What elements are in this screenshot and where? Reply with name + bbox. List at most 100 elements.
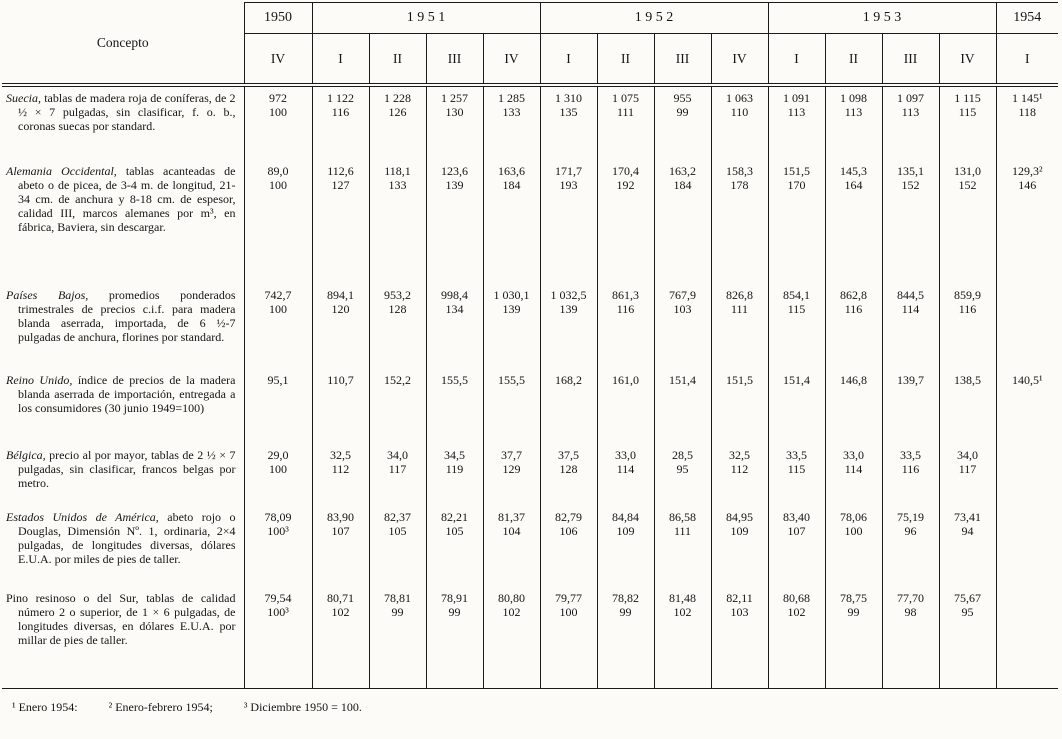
index-value: 116 [616,301,635,316]
price-value: 33,5 [786,447,807,462]
value-cell: 28,5 95 [653,443,711,506]
index-value: 119 [445,461,464,476]
table-row: Bélgica, precio al por mayor, tablas de … [2,443,1058,506]
value-cell: 29,0 100 [243,443,312,506]
table-body: Suecia, tablas de madera roja de conífer… [2,86,1058,689]
price-value: 78,06 [840,509,867,524]
index-value: 102 [673,604,692,619]
price-value: 140,5¹ [1011,372,1043,387]
price-value: 80,80 [498,590,525,605]
price-value: 84,95 [726,509,753,524]
price-value: 34,0 [957,447,978,462]
price-value: 32,5 [729,447,750,462]
index-value: 100 [559,604,578,619]
index-value: 113 [901,105,920,119]
value-cell: 77,70 98 [881,586,939,689]
price-value: 1 030,1 [493,287,530,302]
quarter-header: IV [243,33,312,84]
value-cell: 123,6 139 [425,159,483,284]
index-value: 114 [844,461,863,476]
price-value: 28,5 [672,447,693,462]
value-cell: 1 115 115 [938,86,996,160]
year-header-1952: 1 9 5 2 [539,2,768,34]
index-value: 152 [901,177,920,192]
footnote-1: ¹ Enero 1954: [12,700,78,714]
price-value: 75,67 [954,590,981,605]
value-cell: 955 99 [653,86,711,160]
price-value: 135,1 [897,163,924,178]
row-concept: Bélgica, precio al por mayor, tablas de … [2,443,245,506]
value-cell: 859,9 116 [938,283,996,369]
value-cell: 155,5 [482,368,540,444]
index-value: 111 [616,105,635,119]
header-double-rule [2,83,1058,87]
price-value: 123,6 [441,163,468,178]
price-value: 83,40 [783,509,810,524]
value-cell: 83,90 107 [311,505,369,587]
price-value: 129,3² [1011,163,1043,178]
price-value: 83,90 [327,509,354,524]
price-value: 998,4 [441,287,468,302]
index-value: 107 [331,523,350,538]
price-value: 155,5 [441,372,468,387]
index-value: 100 [269,301,287,316]
value-cell: 83,40 107 [767,505,825,587]
index-value: 99 [391,604,404,619]
value-cell: 998,4 134 [425,283,483,369]
price-value: 82,21 [441,509,468,524]
index-value: 103 [730,604,749,619]
quarter-header: IV [482,33,540,84]
price-value: 81,48 [669,590,696,605]
quarter-header: IV [710,33,768,84]
index-value: 102 [502,604,521,619]
index-value: 100 [269,177,287,192]
price-value: 79,54 [264,590,292,605]
price-value: 33,0 [843,447,864,462]
value-cell: 129,3² 146 [995,159,1058,284]
value-cell: 79,54 100³ [243,586,312,689]
index-value: 100³ [267,523,289,538]
index-value: 127 [331,177,350,192]
value-cell: 73,41 94 [938,505,996,587]
value-cell: 168,2 [539,368,597,444]
price-value: 80,68 [783,590,810,605]
price-value: 32,5 [330,447,351,462]
index-value: 103 [673,301,692,316]
value-cell: 894,1 120 [311,283,369,369]
price-value: 37,7 [501,447,522,462]
price-value: 1 091 [783,91,810,105]
index-value: 120 [331,301,350,316]
quarter-header-row: IV I II III IV I II III IV I II III IV I [2,33,1058,84]
index-value: 126 [388,105,407,119]
index-value: 152 [958,177,977,192]
index-value: 96 [904,523,917,538]
value-cell: 81,37 104 [482,505,540,587]
year-header-1953: 1 9 5 3 [767,2,996,34]
price-value: 861,3 [612,287,639,302]
index-value: 116 [958,301,977,316]
price-value: 767,9 [669,287,696,302]
value-cell: 34,0 117 [368,443,426,506]
quarter-header: III [881,33,939,84]
value-cell: 953,2 128 [368,283,426,369]
price-value: 29,0 [267,447,289,462]
index-value: 112 [331,461,350,476]
value-cell: 86,58 111 [653,505,711,587]
index-value: 106 [559,523,578,538]
price-value: 78,81 [384,590,411,605]
index-value: 192 [616,177,635,192]
value-cell: 158,3 178 [710,159,768,284]
footnotes: ¹ Enero 1954: ² Enero-febrero 1954; ³ Di… [12,700,1062,715]
row-concept: Alemania Occidental, tablas acanteadas d… [2,159,245,284]
index-value: 111 [673,523,692,538]
value-cell: 78,91 99 [425,586,483,689]
index-value: 134 [445,301,464,316]
value-cell: 152,2 [368,368,426,444]
value-cell: 1 310 135 [539,86,597,160]
price-value: 826,8 [726,287,753,302]
price-value: 158,3 [726,163,753,178]
index-value: 170 [787,177,806,192]
price-value: 1 310 [555,91,582,105]
value-cell: 135,1 152 [881,159,939,284]
price-value: 82,79 [555,509,582,524]
